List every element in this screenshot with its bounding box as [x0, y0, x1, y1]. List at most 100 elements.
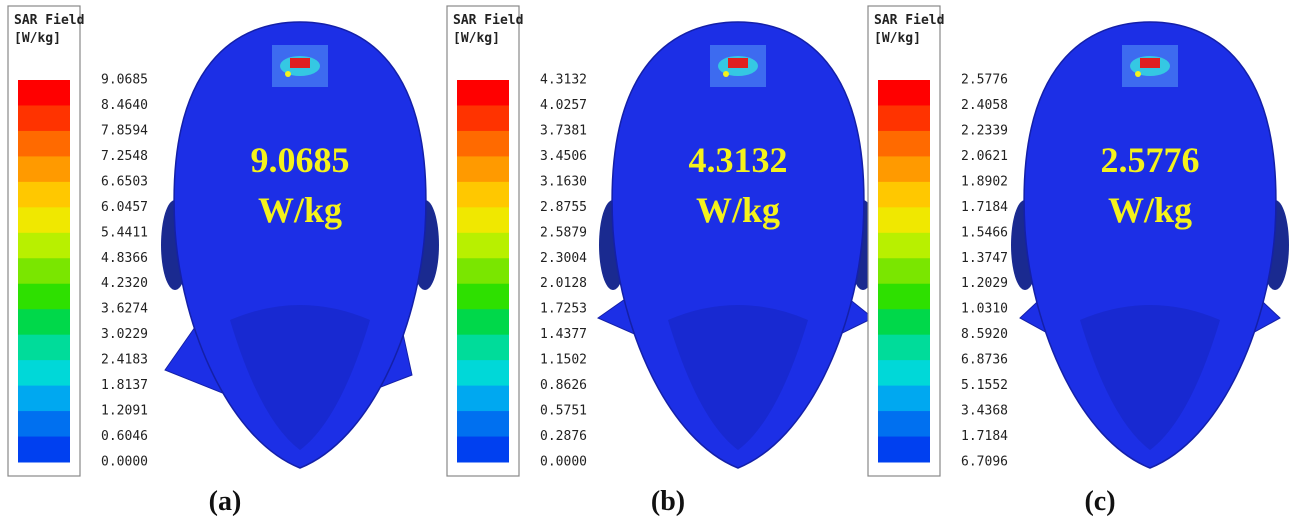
legend-label: 0.6046: [101, 429, 148, 444]
legend-band: [18, 411, 70, 438]
caption: (b): [651, 486, 685, 517]
legend-band: [18, 80, 70, 106]
legend-band: [878, 411, 930, 438]
legend-band: [457, 283, 509, 310]
legend-band: [18, 130, 70, 157]
peak-unit: W/kg: [1108, 190, 1192, 230]
legend-band: [878, 360, 930, 387]
legend-label: 1.2029: [961, 276, 1008, 291]
legend-label: 1.8137: [101, 378, 148, 393]
legend-label: 1.7184: [961, 429, 1008, 444]
peak-value: 9.0685: [251, 140, 350, 180]
legend-band: [18, 309, 70, 336]
legend-label: 2.5879: [540, 225, 587, 240]
hotspot-dot: [285, 71, 291, 77]
face-shade: [668, 305, 808, 450]
legend-label: 1.4377: [540, 327, 587, 342]
legend-band: [457, 105, 509, 132]
legend-label: 7.2548: [101, 149, 148, 164]
legend-label: 0.0000: [101, 455, 148, 470]
legend-label: 4.8366: [101, 251, 148, 266]
peak-value: 4.3132: [689, 140, 788, 180]
legend-label: 5.1552: [961, 378, 1008, 393]
legend-label: 7.8594: [101, 123, 148, 138]
head: [611, 21, 865, 469]
legend-band: [878, 283, 930, 310]
legend-label: 0.0000: [540, 455, 587, 470]
legend-band: [878, 334, 930, 361]
legend-band: [18, 385, 70, 412]
legend-band: [18, 283, 70, 310]
legend-label: 6.8736: [961, 353, 1008, 368]
legend-band: [457, 130, 509, 157]
legend-unit: [W/kg]: [14, 31, 61, 46]
legend-title: SAR Field: [14, 13, 84, 28]
legend-title: SAR Field: [874, 13, 944, 28]
legend-title: SAR Field: [453, 13, 523, 28]
legend-label: 1.0310: [961, 302, 1008, 317]
legend-unit: [W/kg]: [453, 31, 500, 46]
legend-label: 0.5751: [540, 404, 587, 419]
legend-band: [457, 156, 509, 183]
legend-label: 6.7096: [961, 455, 1008, 470]
hotspot-core: [728, 58, 748, 68]
legend-band: [18, 156, 70, 183]
peak-value: 2.5776: [1101, 140, 1200, 180]
legend-unit: [W/kg]: [874, 31, 921, 46]
legend-label: 9.0685: [101, 73, 148, 88]
legend-label: 1.8902: [961, 174, 1008, 189]
legend-band: [457, 232, 509, 259]
legend-label: 6.0457: [101, 200, 148, 215]
legend-label: 3.1630: [540, 174, 587, 189]
legend-band: [457, 436, 509, 463]
legend-label: 8.5920: [961, 327, 1008, 342]
legend-label: 1.1502: [540, 353, 587, 368]
legend-label: 6.6503: [101, 174, 148, 189]
legend-band: [878, 436, 930, 463]
peak-unit: W/kg: [258, 190, 342, 230]
legend-label: 1.7184: [961, 200, 1008, 215]
legend-band: [18, 436, 70, 463]
legend-label: 2.3004: [540, 251, 587, 266]
panel: SAR Field [W/kg] 4.3132 4.0257 3.7381 3.4506 3…: [446, 5, 877, 517]
legend-label: 0.8626: [540, 378, 587, 393]
legend-band: [457, 385, 509, 412]
legend-band: [18, 360, 70, 387]
legend-label: 8.4640: [101, 98, 148, 113]
legend-label: 2.8755: [540, 200, 587, 215]
legend-label: 0.2876: [540, 429, 587, 444]
legend-label: 4.0257: [540, 98, 587, 113]
hotspot-core: [290, 58, 310, 68]
head: [1023, 21, 1277, 469]
panel: SAR Field [W/kg] 9.0685 8.4640 7.8594 7.2548 6…: [7, 5, 439, 517]
face-shade: [1080, 305, 1220, 450]
hotspot-core: [1140, 58, 1160, 68]
legend-band: [18, 181, 70, 208]
hotspot-dot: [723, 71, 729, 77]
legend-label: 2.5776: [961, 73, 1008, 88]
legend-label: 1.7253: [540, 302, 587, 317]
legend-label: 2.2339: [961, 123, 1008, 138]
legend-label: 2.0621: [961, 149, 1008, 164]
legend-band: [457, 411, 509, 438]
legend-label: 3.7381: [540, 123, 587, 138]
legend-label: 2.4183: [101, 353, 148, 368]
legend-band: [457, 207, 509, 234]
legend-band: [18, 105, 70, 132]
peak-unit: W/kg: [696, 190, 780, 230]
legend-band: [878, 130, 930, 157]
panel: SAR Field [W/kg] 2.5776 2.4058 2.2339 2.0621 1…: [867, 5, 1289, 517]
legend-label: 1.3747: [961, 251, 1008, 266]
legend-band: [878, 232, 930, 259]
legend-band: [18, 258, 70, 285]
legend-label: 2.4058: [961, 98, 1008, 113]
legend-band: [878, 156, 930, 183]
legend-band: [457, 360, 509, 387]
legend-label: 3.0229: [101, 327, 148, 342]
legend-label: 3.4506: [540, 149, 587, 164]
legend-band: [878, 80, 930, 106]
legend-band: [878, 258, 930, 285]
legend-band: [457, 181, 509, 208]
legend-band: [457, 258, 509, 285]
